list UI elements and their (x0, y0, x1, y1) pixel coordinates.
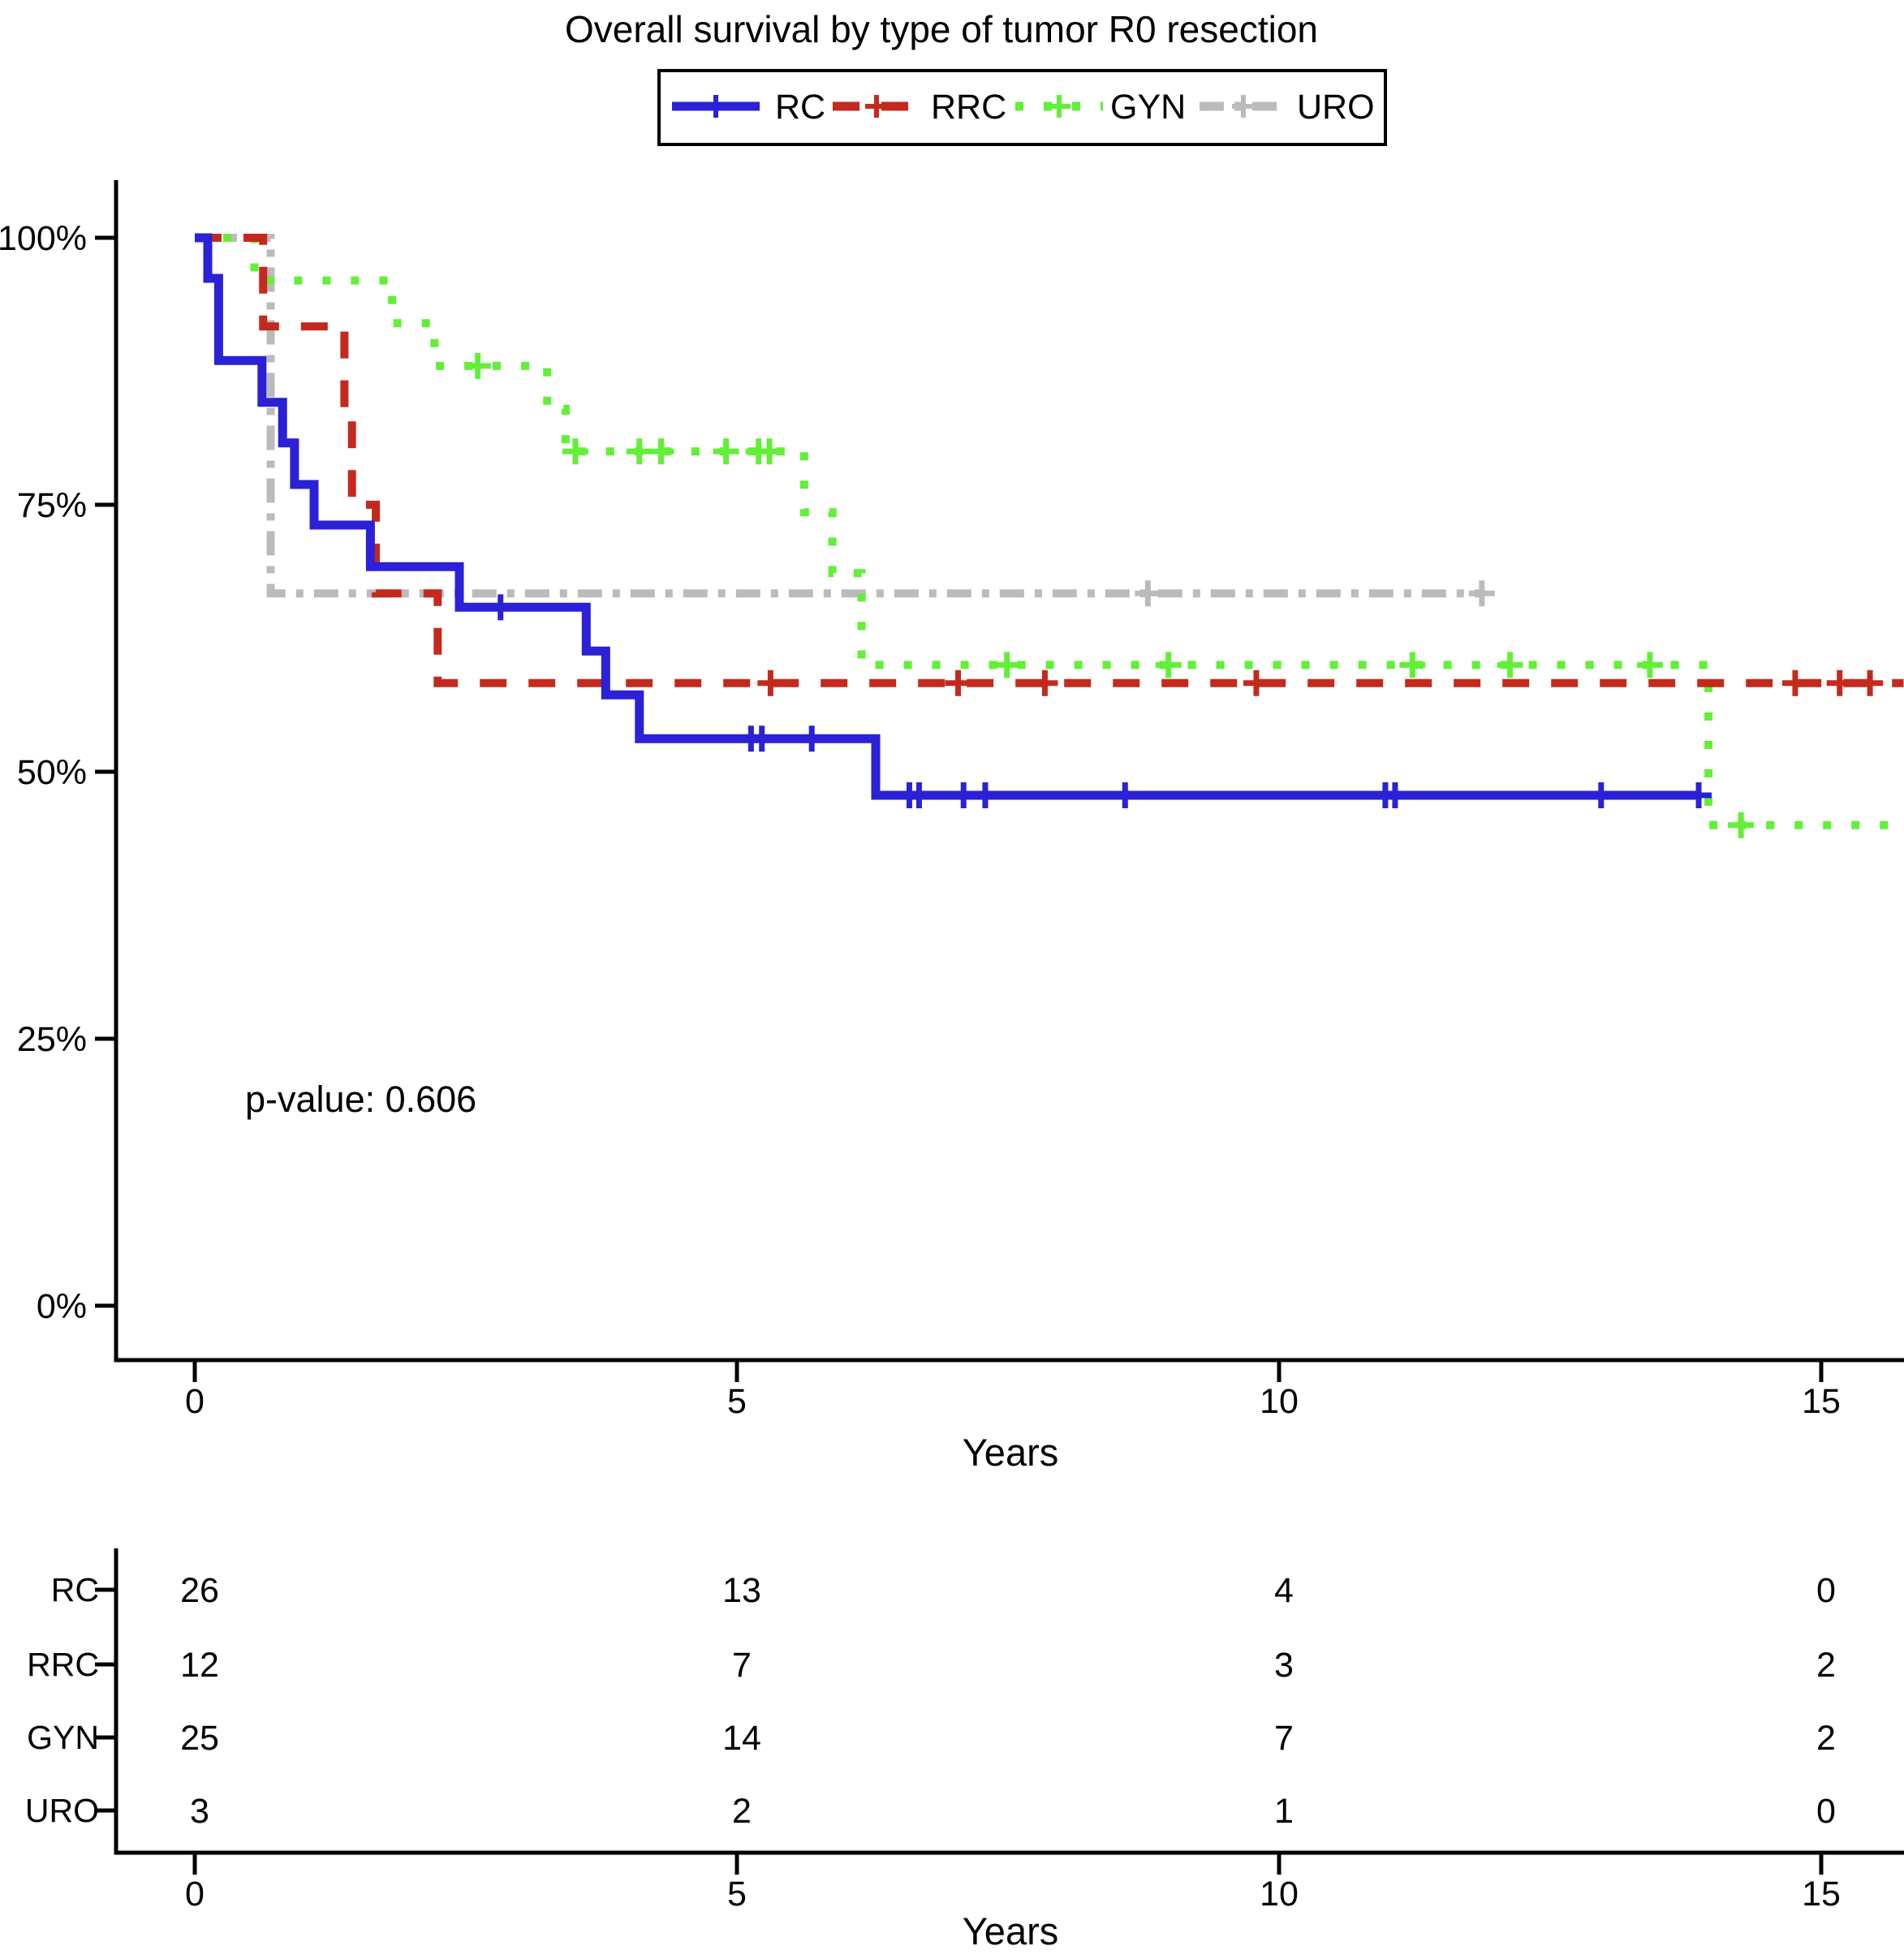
risk-x-tick-label: 0 (185, 1875, 205, 1914)
risk-count-rrc-5: 7 (732, 1646, 752, 1685)
risk-x-tick-label: 5 (727, 1875, 747, 1914)
risk-count-uro-10: 1 (1274, 1792, 1294, 1831)
risk-row-label-rrc: RRC (27, 1646, 99, 1683)
risk-count-uro-0: 3 (190, 1792, 209, 1831)
x-tick-label: 10 (1260, 1382, 1299, 1421)
risk-x-tick-label: 10 (1260, 1875, 1299, 1914)
risk-count-gyn-10: 7 (1274, 1719, 1294, 1758)
p-value-label: p-value: 0.606 (245, 1079, 476, 1120)
risk-count-uro-5: 2 (732, 1792, 752, 1831)
km-curve-uro (195, 234, 1482, 598)
legend-label-rc: RC (775, 88, 825, 127)
risk-count-rc-0: 26 (180, 1571, 219, 1610)
risk-x-tick-label: 15 (1802, 1875, 1841, 1914)
plot-axes: 100% 75% 50% 25% 0% 0 5 10 15 (0, 180, 1904, 1421)
risk-count-gyn-0: 25 (180, 1719, 219, 1758)
x-tick-label: 0 (185, 1382, 205, 1421)
risk-row-label-uro: URO (25, 1792, 99, 1829)
risk-row-label-gyn: GYN (27, 1719, 99, 1756)
legend-label-uro: URO (1297, 88, 1375, 127)
km-curve-rrc (195, 234, 1904, 687)
risk-count-gyn-15: 2 (1816, 1719, 1836, 1758)
risk-count-gyn-5: 14 (722, 1719, 761, 1758)
x-tick-label: 15 (1802, 1382, 1841, 1421)
risk-count-rrc-15: 2 (1816, 1646, 1836, 1685)
y-tick-label: 25% (17, 1020, 87, 1059)
legend: RC RRC GYN URO (657, 69, 1387, 146)
y-tick-label: 75% (17, 486, 87, 525)
y-tick-label: 50% (17, 753, 87, 792)
km-curves (195, 233, 1904, 838)
risk-count-uro-15: 0 (1816, 1792, 1836, 1831)
risk-table-x-axis-title: Years (963, 1909, 1058, 1953)
km-curve-rc (195, 233, 1699, 800)
risk-count-rc-15: 0 (1816, 1571, 1836, 1610)
y-tick-label: 0% (37, 1287, 87, 1326)
km-curve-gyn (195, 234, 1904, 829)
risk-count-rc-10: 4 (1274, 1571, 1294, 1610)
x-tick-label: 5 (727, 1382, 747, 1421)
legend-label-gyn: GYN (1110, 88, 1186, 127)
risk-count-rrc-10: 3 (1274, 1646, 1294, 1685)
risk-count-rrc-0: 12 (180, 1646, 219, 1685)
risk-count-rc-5: 13 (722, 1571, 761, 1610)
y-tick-label: 100% (0, 219, 87, 258)
legend-label-rrc: RRC (931, 88, 1006, 127)
chart-title: Overall survival by type of tumor R0 res… (565, 8, 1318, 50)
risk-row-label-rc: RC (51, 1571, 99, 1608)
x-axis-title: Years (963, 1431, 1058, 1474)
